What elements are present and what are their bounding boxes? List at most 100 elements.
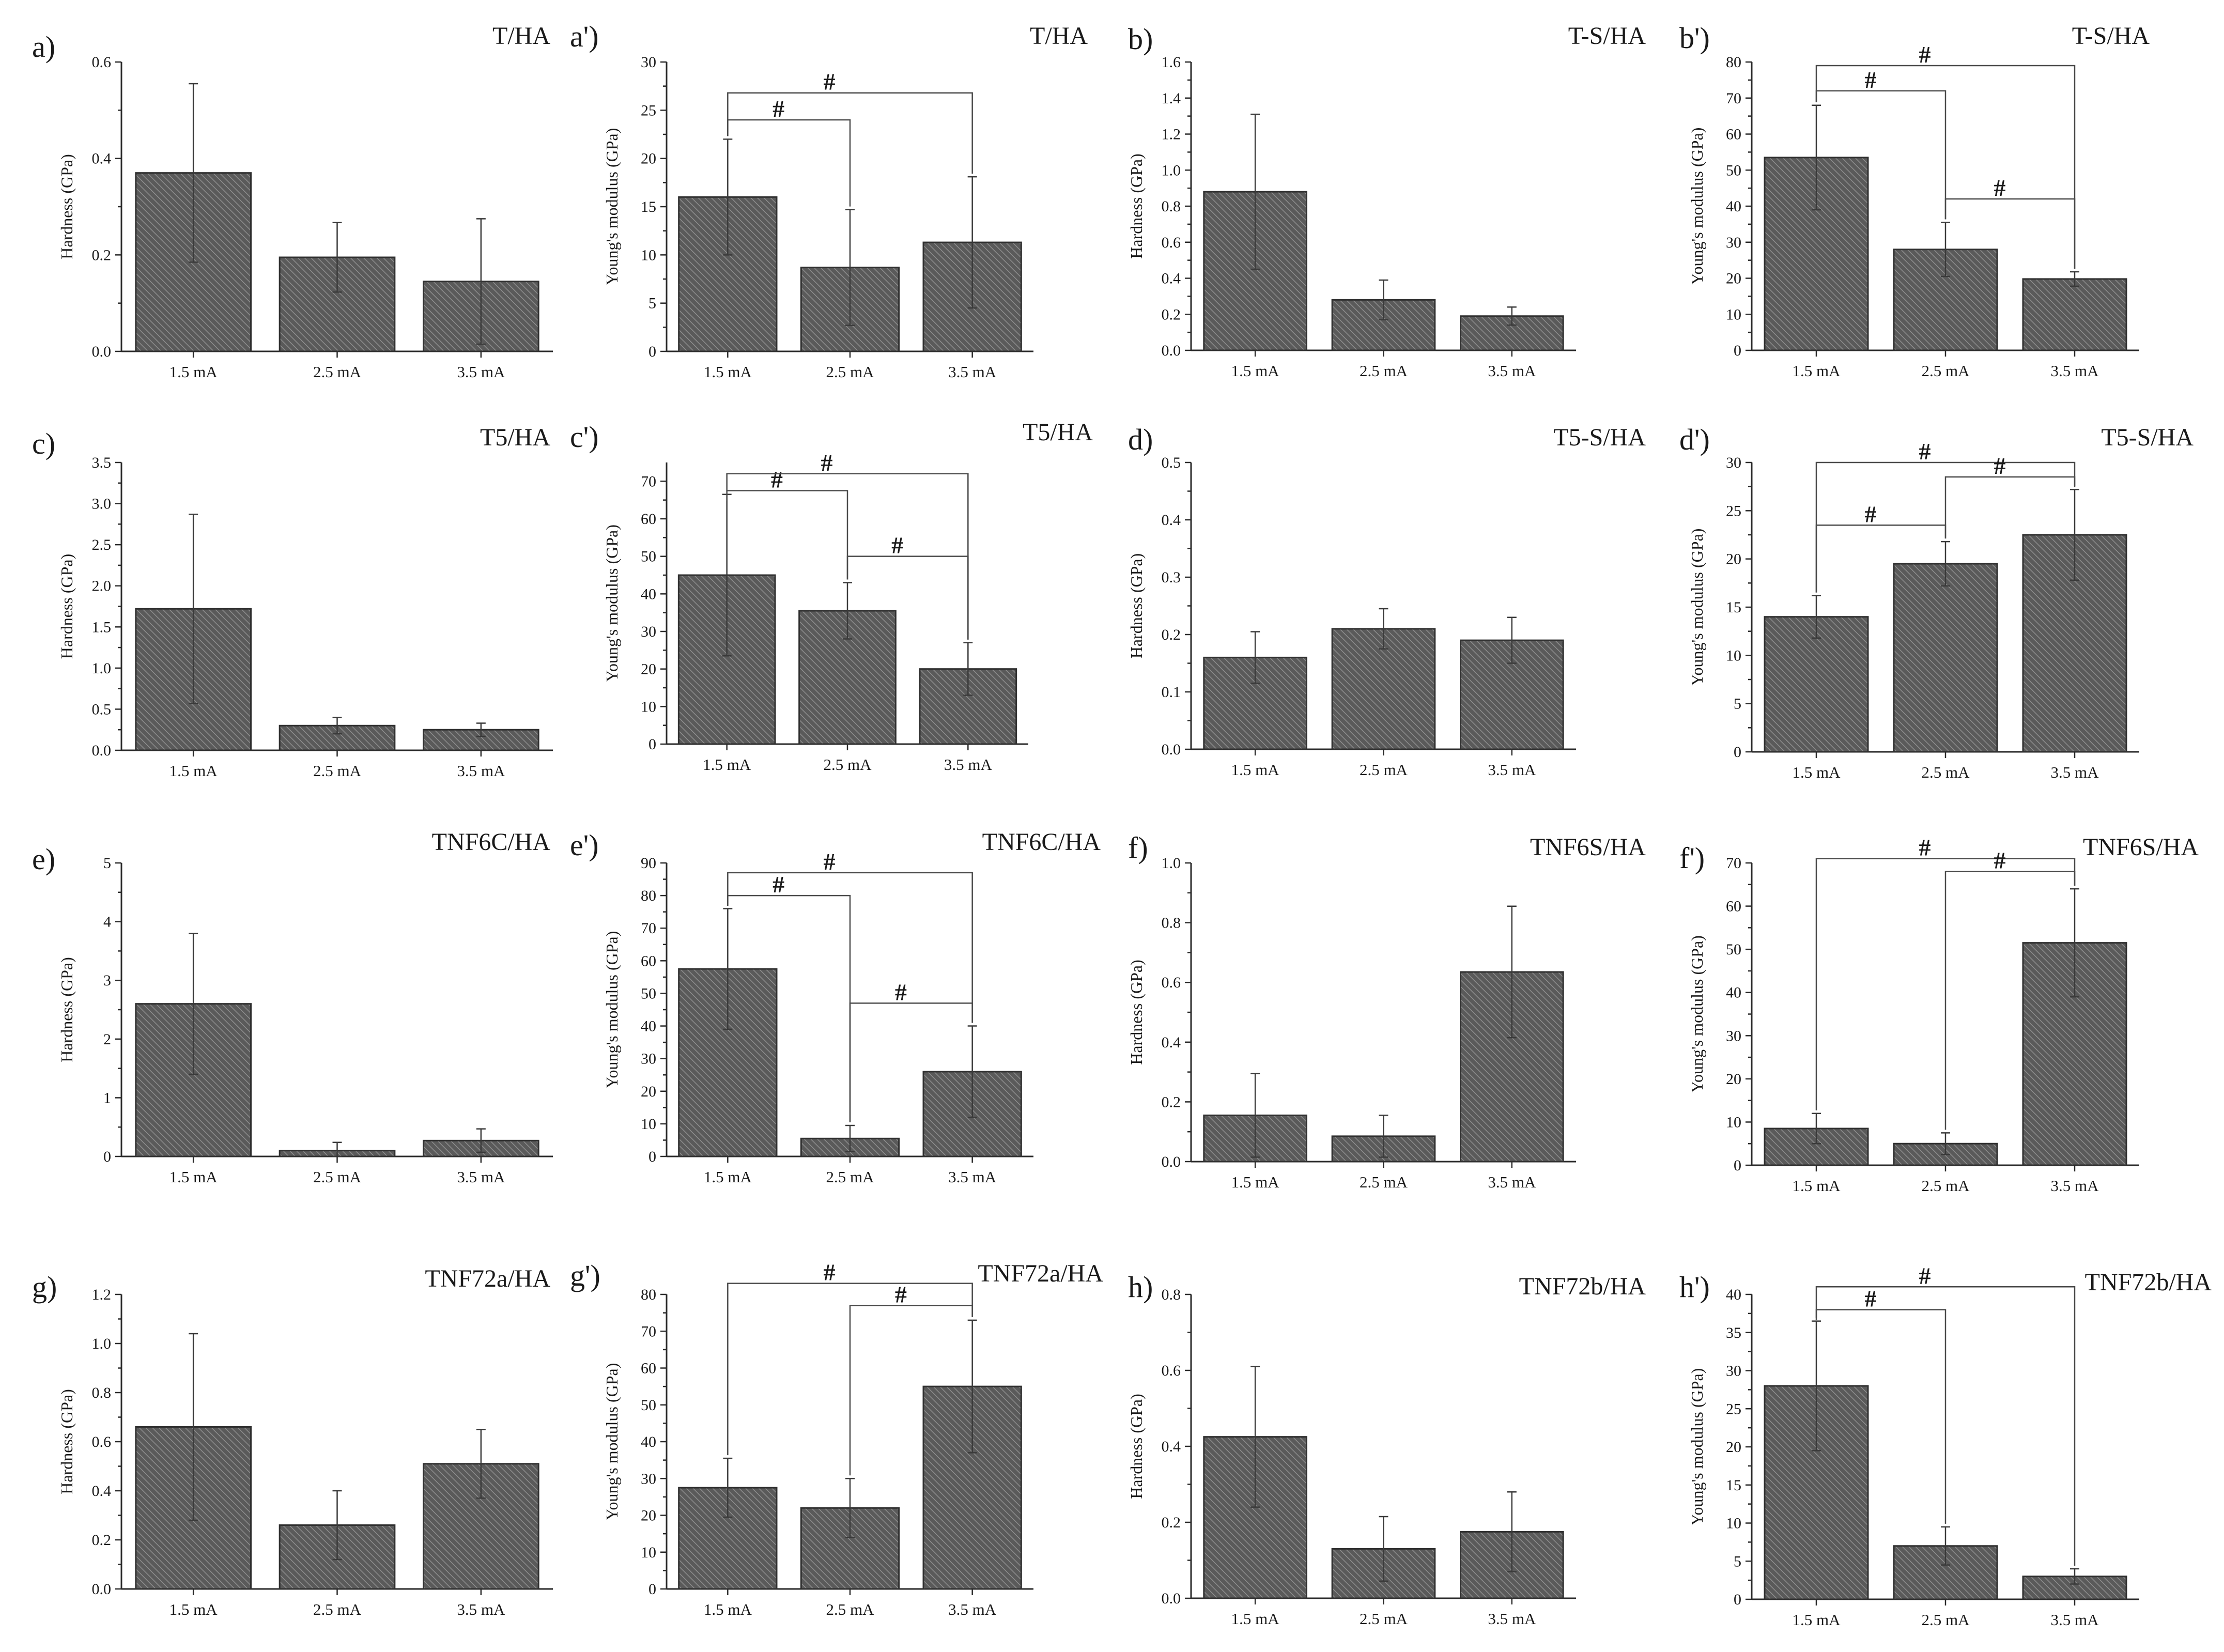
significance-bracket: [1815, 461, 2076, 593]
panel-letter: f'): [1679, 841, 1705, 875]
y-tick-label: 2: [103, 1031, 111, 1048]
chart-panel-8: e) TNF6C/HA 0 1 2 3 4 5 Hardness (GPa) 1.5 mA 2.5 …: [32, 828, 553, 1186]
significance-bracket: [727, 92, 973, 174]
significance-bracket: [727, 119, 851, 207]
panel-title: T5/HA: [1023, 419, 1093, 446]
significance-mark: #: [895, 1281, 907, 1307]
y-axis-title: Hardness (GPa): [57, 154, 76, 259]
panel-title: T5-S/HA: [1553, 424, 1646, 451]
y-tick-label: 15: [1726, 599, 1741, 616]
y-tick-label: 0.8: [1162, 915, 1181, 932]
x-category-label: 2.5 mA: [826, 1168, 875, 1186]
y-tick-label: 1.2: [1162, 126, 1181, 143]
y-tick-label: 5: [103, 855, 111, 872]
significance-bracket: [1944, 198, 2076, 269]
x-category-label: 1.5 mA: [1793, 362, 1841, 380]
x-category-label: 3.5 mA: [1488, 1173, 1536, 1191]
y-tick-label: 1.0: [92, 1335, 112, 1352]
panel-letter: h): [1128, 1270, 1153, 1304]
panel-title: TNF6C/HA: [982, 828, 1101, 856]
y-tick-label: 10: [1726, 306, 1741, 323]
chart-panel-2: b) T-S/HA 0.0 0.2 0.4 0.6 0.8 1.0 1.2 1.4 1.6 Hardn…: [1127, 22, 1646, 380]
panel-letter: a'): [570, 20, 599, 53]
x-category-label: 2.5 mA: [1360, 1173, 1408, 1191]
y-tick-label: 10: [1726, 1515, 1741, 1532]
y-tick-label: 70: [641, 473, 656, 490]
y-tick-label: 0.8: [1162, 198, 1181, 215]
y-axis-title: Hardness (GPa): [57, 1389, 76, 1494]
y-tick-label: 0.2: [92, 1532, 112, 1549]
panel-letter: e'): [570, 828, 599, 862]
y-tick-label: 0.1: [1162, 684, 1181, 701]
y-tick-label: 70: [1726, 855, 1741, 872]
y-tick-label: 60: [1726, 898, 1741, 915]
panel-title: T5-S/HA: [2101, 424, 2194, 451]
significance-bracket: [849, 1002, 973, 1123]
panel-title: T/HA: [492, 22, 550, 50]
chart-panel-4: c) T5/HA 0.0 0.5 1.0 1.5 2.0 2.5 3.0 3.5 Hardness …: [32, 424, 553, 780]
x-category-label: 3.5 mA: [948, 363, 997, 381]
y-tick-label: 0.0: [1162, 741, 1181, 758]
y-tick-label: 30: [641, 1470, 656, 1487]
y-tick-label: 5: [1734, 1553, 1741, 1570]
y-tick-label: 0: [648, 736, 656, 753]
significance-bracket: [727, 872, 973, 1023]
chart-panel-1: a') T/HA 0 5 10 15 20 25 30 Young's modulus (GPa)…: [570, 20, 1088, 381]
panel-title: T/HA: [1030, 22, 1088, 50]
y-axis-title: Young's modulus (GPa): [603, 1363, 621, 1521]
y-tick-label: 60: [641, 1360, 656, 1377]
y-tick-label: 0.2: [1162, 1514, 1181, 1531]
y-tick-label: 1.2: [92, 1286, 112, 1303]
panel-letter: a): [32, 30, 55, 64]
chart-panel-6: d) T5-S/HA 0.0 0.1 0.2 0.3 0.4 0.5 Hardness (GPa…: [1127, 423, 1646, 779]
y-tick-label: 80: [1726, 54, 1741, 71]
y-axis-title: Hardness (GPa): [57, 957, 76, 1062]
y-axis-title: Young's modulus (GPa): [1688, 529, 1706, 686]
panel-title: T5/HA: [480, 424, 550, 451]
y-tick-label: 0.0: [92, 742, 112, 759]
significance-mark: #: [1994, 847, 2006, 874]
y-tick-label: 0.6: [92, 54, 112, 71]
y-tick-label: 70: [641, 920, 656, 937]
x-category-label: 1.5 mA: [1231, 761, 1280, 779]
y-tick-label: 0.0: [1162, 1590, 1181, 1607]
y-tick-label: 0.8: [1162, 1286, 1181, 1303]
x-category-label: 3.5 mA: [457, 1600, 505, 1618]
y-tick-label: 15: [641, 198, 656, 215]
y-tick-label: 30: [1726, 234, 1741, 251]
panel-title: TNF6C/HA: [432, 828, 551, 856]
y-tick-label: 20: [1726, 1439, 1741, 1456]
y-tick-label: 0.4: [1162, 512, 1181, 529]
panel-letter: b): [1128, 22, 1153, 56]
y-tick-label: 0.0: [92, 343, 112, 360]
significance-mark: #: [895, 979, 907, 1005]
panel-title: TNF72b/HA: [2085, 1269, 2212, 1296]
x-category-label: 3.5 mA: [1488, 761, 1536, 779]
panel-letter: g'): [570, 1259, 600, 1292]
y-tick-label: 0.6: [92, 1433, 112, 1450]
y-tick-label: 0.3: [1162, 569, 1181, 586]
y-axis-title: Young's modulus (GPa): [603, 931, 621, 1089]
y-tick-label: 0.8: [92, 1384, 112, 1401]
y-tick-label: 40: [1726, 984, 1741, 1001]
y-tick-label: 15: [1726, 1477, 1741, 1494]
significance-bracket: [1944, 871, 2076, 1130]
significance-bracket: [727, 1283, 973, 1456]
x-category-label: 3.5 mA: [457, 762, 505, 780]
significance-mark: #: [771, 467, 783, 493]
y-tick-label: 40: [641, 1018, 656, 1035]
panel-letter: c): [32, 427, 55, 460]
y-tick-label: 30: [1726, 1027, 1741, 1044]
y-tick-label: 0.4: [1162, 1034, 1181, 1051]
y-tick-label: 25: [1726, 502, 1741, 519]
chart-panel-10: f) TNF6S/HA 0.0 0.2 0.4 0.6 0.8 1.0 Hardness (GP…: [1127, 831, 1646, 1191]
x-category-label: 1.5 mA: [169, 762, 218, 780]
chart-panel-15: h') TNF72b/HA 0 5 10 15 20 25 30 35 40 Young's modu…: [1679, 1262, 2212, 1629]
y-tick-label: 30: [641, 623, 656, 640]
x-category-label: 1.5 mA: [704, 363, 752, 381]
y-tick-label: 0.5: [92, 701, 112, 718]
y-tick-label: 3: [103, 972, 111, 989]
y-tick-label: 0.4: [92, 150, 112, 167]
y-tick-label: 60: [1726, 126, 1741, 143]
x-category-label: 1.5 mA: [1793, 763, 1841, 781]
